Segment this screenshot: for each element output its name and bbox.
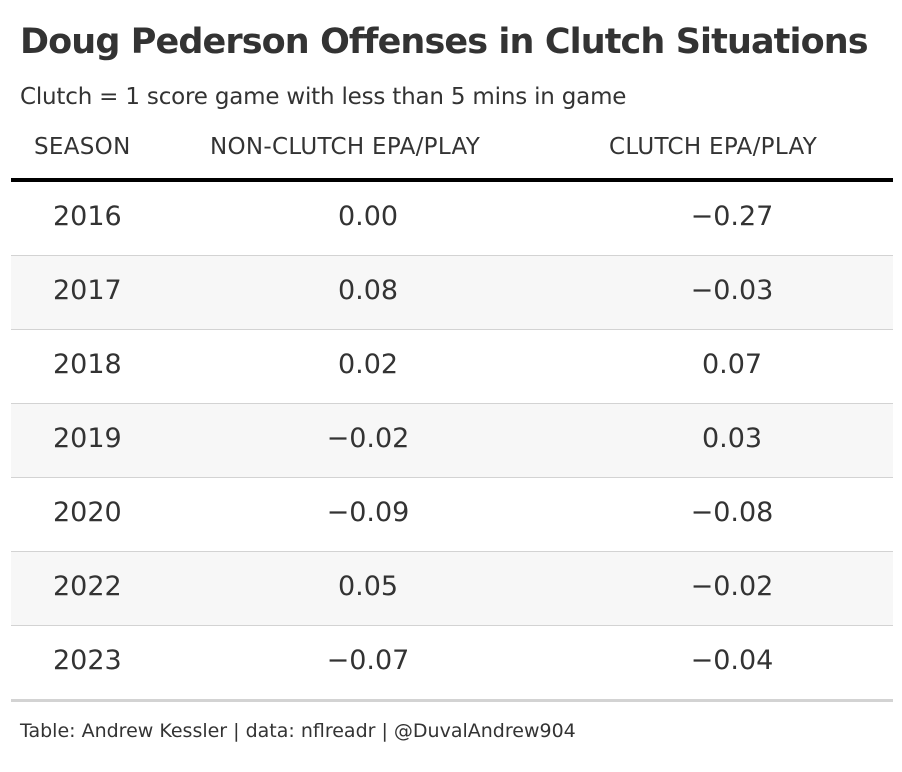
- table-header-row: SEASON NON-CLUTCH EPA/PLAY CLUTCH EPA/PL…: [11, 126, 893, 182]
- column-header-season: SEASON: [34, 134, 131, 160]
- cell-non-clutch-epa: 0.00: [337, 201, 399, 232]
- cell-non-clutch-epa: 0.05: [337, 571, 399, 602]
- cell-season: 2023: [53, 645, 122, 676]
- table-subtitle: Clutch = 1 score game with less than 5 m…: [20, 84, 627, 110]
- column-header-non-clutch: NON-CLUTCH EPA/PLAY: [210, 134, 481, 160]
- epa-table: SEASON NON-CLUTCH EPA/PLAY CLUTCH EPA/PL…: [11, 126, 893, 702]
- column-header-clutch: CLUTCH EPA/PLAY: [609, 134, 818, 160]
- cell-season: 2017: [53, 275, 122, 306]
- cell-non-clutch-epa: −0.02: [326, 423, 410, 454]
- cell-non-clutch-epa: 0.08: [337, 275, 399, 306]
- table-row: 2018 0.02 0.07: [11, 330, 893, 404]
- cell-non-clutch-epa: −0.09: [326, 497, 410, 528]
- cell-season: 2022: [53, 571, 122, 602]
- cell-non-clutch-epa: −0.07: [326, 645, 410, 676]
- cell-clutch-epa: −0.02: [690, 571, 774, 602]
- source-caption: Table: Andrew Kessler | data: nflreadr |…: [20, 720, 576, 742]
- table-row: 2020 −0.09 −0.08: [11, 478, 893, 552]
- cell-clutch-epa: −0.03: [690, 275, 774, 306]
- cell-season: 2019: [53, 423, 122, 454]
- table-row: 2016 0.00 −0.27: [11, 182, 893, 256]
- table-row: 2022 0.05 −0.02: [11, 552, 893, 626]
- table-row: 2023 −0.07 −0.04: [11, 626, 893, 702]
- cell-season: 2016: [53, 201, 122, 232]
- cell-clutch-epa: −0.08: [690, 497, 774, 528]
- table-row: 2019 −0.02 0.03: [11, 404, 893, 478]
- cell-clutch-epa: −0.04: [690, 645, 774, 676]
- cell-clutch-epa: −0.27: [690, 201, 774, 232]
- cell-non-clutch-epa: 0.02: [337, 349, 399, 380]
- table-row: 2017 0.08 −0.03: [11, 256, 893, 330]
- table-title: Doug Pederson Offenses in Clutch Situati…: [20, 22, 869, 62]
- cell-season: 2020: [53, 497, 122, 528]
- cell-season: 2018: [53, 349, 122, 380]
- table-body: 2016 0.00 −0.27 2017 0.08 −0.03 2018 0.02 0.07 20…: [11, 182, 893, 702]
- cell-clutch-epa: 0.07: [701, 349, 763, 380]
- cell-clutch-epa: 0.03: [701, 423, 763, 454]
